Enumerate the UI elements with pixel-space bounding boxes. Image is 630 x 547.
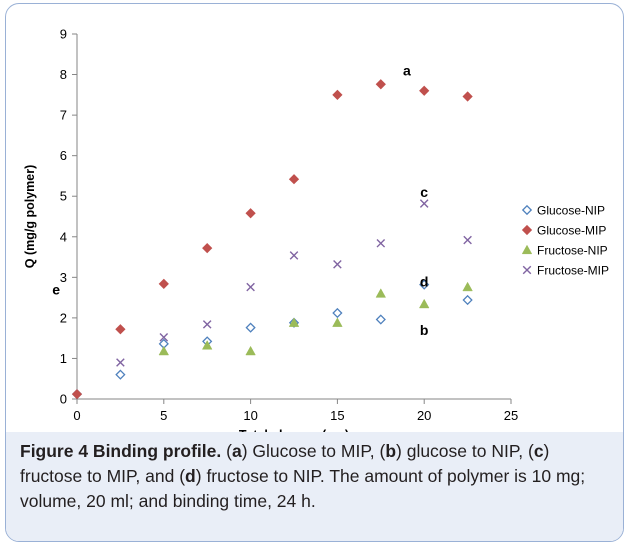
caption-band: Figure 4 Binding profile. (a) Glucose to… bbox=[6, 432, 623, 541]
x-tick-label: 15 bbox=[330, 408, 344, 423]
legend-marker-glucose-mip bbox=[521, 224, 533, 236]
legend-label-glucose-mip: Glucose-MIP bbox=[537, 224, 606, 238]
annotation-b: b bbox=[420, 322, 429, 338]
fructose-nip-point bbox=[375, 288, 387, 298]
caption-letter-b: b bbox=[385, 441, 397, 461]
fructose-mip-point bbox=[159, 333, 169, 342]
glucose-nip-point bbox=[332, 307, 343, 319]
fructose-mip-point-stroke bbox=[463, 235, 472, 245]
y-tick-label: 3 bbox=[60, 270, 67, 285]
glucose-mip-point bbox=[419, 85, 430, 96]
legend-marker-glucose-nip bbox=[521, 204, 533, 216]
fructose-mip-point-stroke bbox=[116, 358, 125, 367]
y-tick-label: 5 bbox=[60, 189, 67, 204]
x-tick-label: 0 bbox=[73, 408, 80, 423]
legend-marker-fructose-mip-stroke bbox=[522, 265, 532, 275]
caption-text-2: ) glucose to NIP, ( bbox=[396, 441, 534, 461]
fructose-nip-point bbox=[462, 281, 473, 292]
glucose-nip-point bbox=[375, 314, 386, 325]
x-axis-label: Total glucose (mg) bbox=[239, 428, 349, 432]
fructose-mip-point-stroke bbox=[376, 238, 386, 248]
fructose-mip-point bbox=[116, 358, 125, 367]
legend-label-fructose-nip: Fructose-NIP bbox=[537, 244, 608, 258]
glucose-mip-point bbox=[245, 208, 256, 219]
y-tick-label: 0 bbox=[60, 392, 67, 407]
legend-marker-fructose-mip bbox=[522, 265, 532, 275]
annotation-d: d bbox=[420, 273, 429, 289]
x-tick-label: 25 bbox=[504, 408, 518, 423]
annotation-e: e bbox=[52, 282, 60, 298]
y-tick-label: 7 bbox=[60, 108, 67, 123]
fructose-nip-point bbox=[332, 317, 343, 327]
caption-text-3: ) fructose to MIP, and ( bbox=[20, 441, 550, 486]
caption-text-4: ) fructose to NIP. The amount of polymer… bbox=[20, 466, 586, 511]
y-axis-label: Q (mg/g polymer) bbox=[23, 165, 37, 268]
fructose-mip-point bbox=[202, 320, 212, 329]
fructose-mip-point-stroke bbox=[246, 282, 255, 292]
fructose-mip-point-stroke bbox=[289, 251, 299, 260]
fructose-nip-point bbox=[245, 345, 256, 356]
fructose-nip-point bbox=[158, 345, 170, 356]
glucose-mip-point bbox=[158, 278, 169, 289]
figure-frame: 0 1 2 3 4 5 6 7 8 9 0 5 10 15 20 25 Total glucose (mg) Q … bbox=[5, 3, 624, 542]
fructose-mip-point bbox=[376, 238, 386, 248]
figure-caption: Figure 4 Binding profile. (a) Glucose to… bbox=[20, 439, 610, 514]
glucose-nip-point bbox=[115, 369, 126, 380]
annotation-c: c bbox=[420, 184, 428, 200]
fructose-mip-point bbox=[333, 260, 342, 269]
glucose-mip-point bbox=[202, 243, 213, 254]
glucose-mip-point bbox=[375, 79, 386, 90]
fructose-mip-point bbox=[246, 282, 255, 292]
legend-label-glucose-nip: Glucose-NIP bbox=[537, 204, 605, 218]
fructose-mip-point-stroke bbox=[202, 320, 212, 329]
caption-letter-d: d bbox=[185, 466, 196, 486]
glucose-mip-point bbox=[71, 389, 83, 400]
y-tick-label: 9 bbox=[60, 27, 67, 42]
glucose-mip-point bbox=[462, 91, 473, 102]
fructose-mip-point-stroke bbox=[333, 260, 342, 269]
fructose-nip-point bbox=[418, 298, 430, 309]
y-tick-label: 4 bbox=[60, 229, 67, 244]
glucose-mip-point bbox=[115, 324, 126, 335]
binding-profile-chart: 0 1 2 3 4 5 6 7 8 9 0 5 10 15 20 25 Total glucose (mg) Q … bbox=[23, 27, 609, 433]
y-tick-label: 8 bbox=[60, 67, 67, 82]
glucose-mip-point bbox=[332, 89, 343, 100]
fructose-nip-point bbox=[201, 340, 213, 350]
caption-text-0: ( bbox=[221, 441, 232, 461]
x-tick-label: 5 bbox=[160, 408, 167, 423]
fructose-nip-point bbox=[288, 317, 300, 327]
fructose-mip-point bbox=[463, 235, 472, 245]
x-tick-label: 10 bbox=[243, 408, 257, 423]
annotation-a: a bbox=[403, 63, 411, 79]
caption-text-1: ) Glucose to MIP, ( bbox=[241, 441, 386, 461]
fructose-mip-point bbox=[419, 199, 429, 208]
fructose-mip-point bbox=[289, 251, 299, 260]
legend-marker-fructose-nip bbox=[521, 244, 533, 255]
fructose-mip-point-stroke bbox=[159, 333, 169, 342]
y-tick-label: 6 bbox=[60, 148, 67, 163]
x-tick-label: 20 bbox=[417, 408, 431, 423]
y-tick-label: 2 bbox=[60, 310, 67, 325]
legend-label-fructose-mip: Fructose-MIP bbox=[537, 264, 609, 278]
caption-figure-label: Figure 4 Binding profile. bbox=[20, 441, 222, 461]
glucose-nip-point bbox=[245, 322, 256, 333]
glucose-nip-point bbox=[419, 279, 430, 290]
glucose-nip-point bbox=[462, 294, 473, 306]
y-tick-label: 1 bbox=[60, 351, 67, 366]
fructose-mip-point-stroke bbox=[419, 199, 429, 208]
caption-letter-c: c bbox=[533, 441, 544, 461]
glucose-mip-point bbox=[288, 174, 300, 185]
caption-letter-a: a bbox=[231, 441, 242, 461]
